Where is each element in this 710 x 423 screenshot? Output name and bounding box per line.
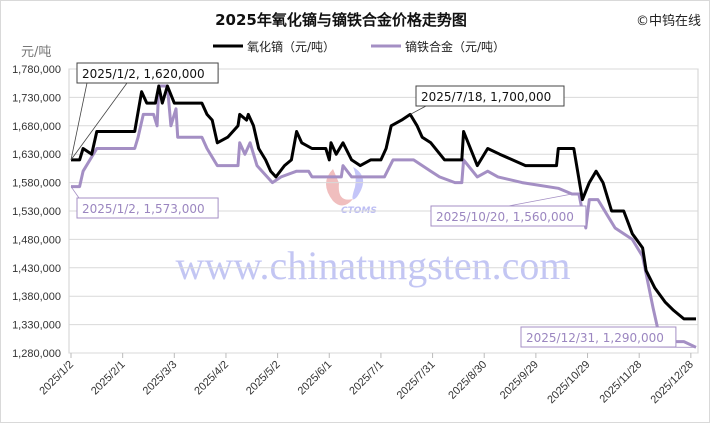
x-tick-label: 2025/3/3 xyxy=(141,359,180,398)
annotation-label: 2025/7/18, 1,700,000 xyxy=(421,90,551,104)
x-tick-label: 2025/8/30 xyxy=(446,359,489,402)
y-tick-label: 1,380,000 xyxy=(12,291,61,303)
annotation-label: 2025/10/20, 1,560,000 xyxy=(436,210,574,224)
annotation-box xyxy=(415,85,565,107)
legend-label-0: 氧化镝（元/吨） xyxy=(247,39,335,54)
x-tick-label: 2025/2/1 xyxy=(89,359,128,398)
x-tick-label: 2025/7/1 xyxy=(347,359,386,398)
x-tick-label: 2025/11/28 xyxy=(597,359,644,406)
annotation-box xyxy=(76,197,219,219)
y-tick-label: 1,730,000 xyxy=(12,92,61,104)
annotation-box xyxy=(520,326,677,348)
y-tick-label: 1,780,000 xyxy=(12,64,61,76)
annotation-leader xyxy=(409,105,427,115)
y-tick-label: 1,530,000 xyxy=(12,206,61,218)
y-tick-label: 1,580,000 xyxy=(12,178,61,190)
x-tick-label: 2025/7/31 xyxy=(395,359,438,402)
x-tick-label: 2025/12/28 xyxy=(649,359,696,406)
y-tick-label: 1,480,000 xyxy=(12,234,61,246)
annotations: 2025/1/2, 1,620,000 2025/7/18, 1,700,000 2… xyxy=(70,62,697,348)
watermark-text: www.chinatungsten.com xyxy=(175,243,570,288)
annotation-leader xyxy=(70,82,88,160)
y-ticks: 1,280,000 1,330,000 1,380,000 1,430,000 1,48… xyxy=(12,64,61,360)
y-tick-label: 1,680,000 xyxy=(12,121,61,133)
annotation-label: 2025/1/2, 1,573,000 xyxy=(82,202,205,216)
copyright: ©中钨在线 xyxy=(636,13,701,29)
legend-label-1: 镝铁合金（元/吨） xyxy=(405,39,505,54)
annotation-leader xyxy=(508,193,573,207)
x-tick-label: 2025/4/2 xyxy=(192,359,231,398)
y-tick-label: 1,280,000 xyxy=(12,348,61,360)
series-line-1 xyxy=(71,84,697,349)
annotation-label: 2025/1/2, 1,620,000 xyxy=(82,67,205,81)
x-tick-label: 2025/5/2 xyxy=(244,359,283,398)
watermark: CTOMS www.chinatungsten.com xyxy=(175,167,571,288)
annotation-box xyxy=(430,205,587,227)
legend: 氧化镝（元/吨） 镝铁合金（元/吨） xyxy=(213,39,505,54)
x-tick-label: 2025/6/1 xyxy=(296,359,335,398)
x-tick-label: 2025/9/29 xyxy=(498,359,541,402)
series-line-0 xyxy=(71,84,696,321)
annotation-leader xyxy=(70,82,128,161)
annotation-label: 2025/12/31, 1,290,000 xyxy=(526,331,664,345)
y-tick-label: 1,330,000 xyxy=(12,320,61,332)
series-lines xyxy=(71,84,697,349)
y-tick-label: 1,630,000 xyxy=(12,149,61,161)
annotation-box xyxy=(76,62,219,84)
annotation-leader xyxy=(70,186,80,199)
y-axis-label: 元/吨 xyxy=(21,45,51,60)
chart-title: 2025年氧化镝与镝铁合金价格走势图 xyxy=(215,11,467,29)
x-tick-label: 2025/1/2 xyxy=(37,359,76,398)
y-tick-label: 1,430,000 xyxy=(12,263,61,275)
x-tick-label: 2025/10/29 xyxy=(545,359,592,406)
x-ticks: 2025/1/2 2025/2/1 2025/3/3 2025/4/2 2025/5/2… xyxy=(37,353,696,406)
